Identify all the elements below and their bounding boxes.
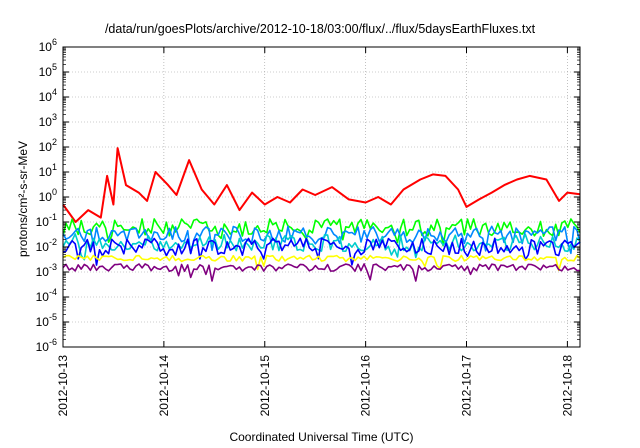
grid-lines	[62, 46, 580, 348]
y-tick-label: 10-2	[36, 237, 57, 254]
y-tick-label: 10-1	[36, 212, 57, 229]
x-tick-label: 2012-10-18	[560, 355, 574, 417]
tick-layer: 106 105 104 103 102 101 100 10-1 10-2 10-3 10-4 10-…	[36, 37, 580, 416]
chart-title: /data/run/goesPlots/archive/2012-10-18/0…	[104, 22, 536, 36]
x-tick-label: 2012-10-17	[460, 355, 474, 417]
x-tick-label: 2012-10-15	[258, 355, 272, 417]
y-tick-label: 106	[39, 37, 57, 54]
y-tick-label: 10-6	[36, 337, 57, 354]
y-tick-label: 103	[39, 112, 57, 129]
x-tick-label: 2012-10-14	[157, 355, 171, 417]
y-tick-label: 10-4	[36, 287, 57, 304]
y-axis-label: protons/cm²-s-sr-MeV	[16, 141, 30, 258]
y-tick-label: 105	[39, 62, 57, 79]
series-line-7	[62, 263, 581, 282]
y-tick-label: 10-3	[36, 262, 57, 279]
y-tick-label: 100	[39, 187, 57, 204]
y-tick-label: 102	[39, 137, 57, 154]
plot-frame	[62, 46, 581, 348]
series-line-5	[62, 237, 581, 266]
series-line-1	[62, 147, 581, 223]
x-tick-label: 2012-10-13	[56, 355, 70, 417]
series-layer	[62, 147, 581, 282]
y-tick-label: 101	[39, 162, 57, 179]
y-tick-label: 10-5	[36, 312, 57, 329]
series-line-6	[62, 254, 581, 272]
x-tick-label: 2012-10-16	[359, 355, 373, 417]
series-line-2	[62, 218, 581, 247]
y-tick-label: 104	[39, 87, 57, 104]
x-axis-label: Coordinated Universal Time (UTC)	[229, 430, 414, 444]
